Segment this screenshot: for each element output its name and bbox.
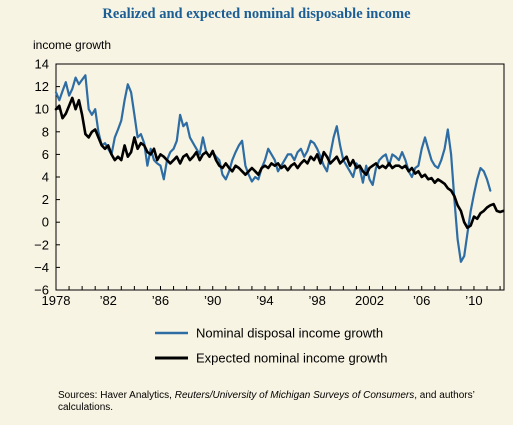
y-tick-label: 8 [42, 124, 49, 139]
y-tick-label: −6 [34, 283, 49, 298]
x-tick-label: ’10 [465, 293, 482, 308]
y-tick-label: 2 [42, 192, 49, 207]
x-tick-label: 1978 [42, 293, 71, 308]
source-prefix: Sources: Haver Analytics, [58, 390, 175, 401]
x-tick-label: 2002 [355, 293, 384, 308]
plot-frame [55, 63, 505, 291]
series-line-1 [54, 74, 492, 263]
y-tick-label: 0 [42, 215, 49, 230]
x-tick-label: ’94 [256, 293, 273, 308]
y-axis-label: income growth [33, 38, 112, 52]
source-italic: Reuters/University of Michigan Surveys o… [174, 390, 415, 401]
x-tick-label: ’98 [309, 293, 326, 308]
x-tick-label: ’82 [100, 293, 117, 308]
chart-title: Realized and expected nominal disposable… [102, 6, 411, 22]
source-note: Sources: Haver Analytics, Reuters/Univer… [58, 390, 508, 414]
y-tick-label: 4 [42, 170, 49, 185]
x-tick-label: ’86 [152, 293, 169, 308]
y-tick-label: −4 [34, 260, 49, 275]
series-line-2 [54, 96, 505, 230]
x-tick-label: ’90 [204, 293, 221, 308]
legend-label-2: Expected nominal income growth [196, 351, 388, 366]
y-tick-label: 14 [35, 57, 49, 72]
x-tick-label: ’06 [413, 293, 430, 308]
y-tick-label: 10 [35, 102, 49, 117]
y-tick-label: 12 [35, 79, 49, 94]
y-tick-label: 6 [42, 147, 49, 162]
legend-label-1: Nominal disposal income growth [196, 326, 383, 341]
source-suffix: , and authors’ calculations. [58, 390, 475, 413]
y-tick-label: −2 [34, 237, 49, 252]
